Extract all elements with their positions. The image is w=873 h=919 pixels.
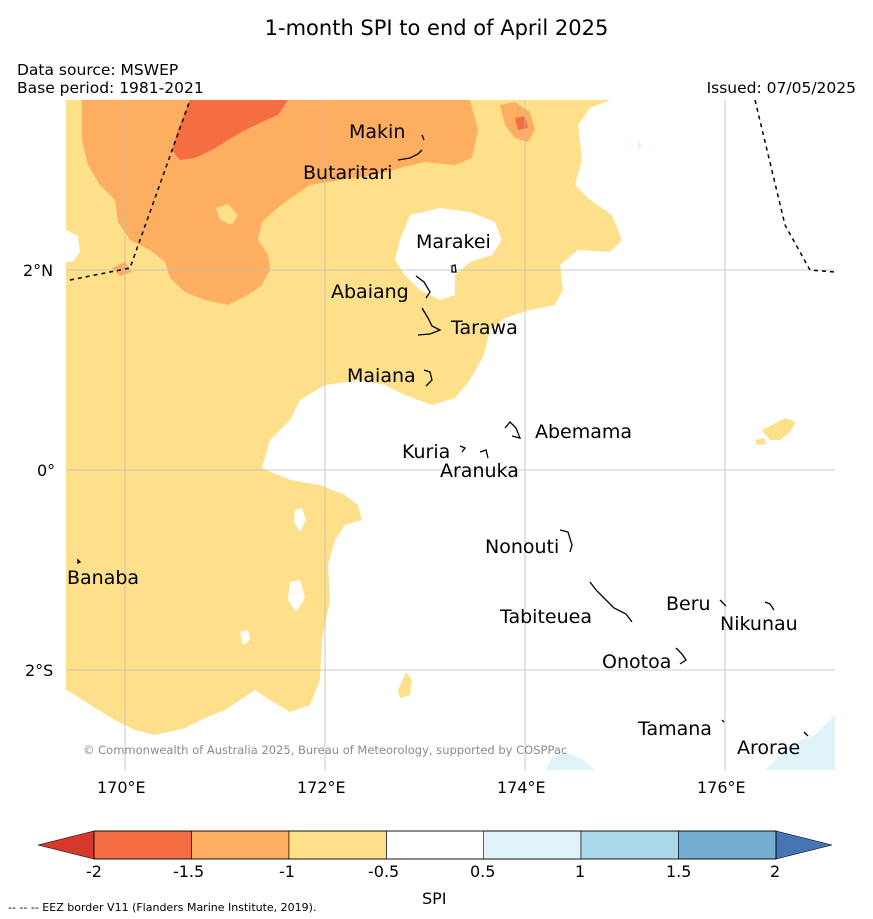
colorbar-segment (678, 830, 777, 860)
spi-region-moderately-wet (545, 752, 595, 770)
onotoa-island (675, 647, 687, 665)
lat-label-2n: 2°N (23, 261, 54, 280)
place-label-nikunau: Nikunau (720, 613, 798, 635)
place-label-kuria: Kuria (402, 441, 451, 463)
colorbar-segment (93, 830, 192, 860)
colorbar-tick: 0.5 (470, 862, 496, 881)
place-label-arorae: Arorae (737, 737, 801, 759)
colorbar-label: SPI (422, 889, 447, 908)
tarawa-island (417, 307, 442, 336)
butaritari-island (397, 149, 423, 161)
colorbar-tick: 1.5 (666, 862, 692, 881)
spi-region-moderately-dry (398, 672, 412, 698)
place-label-abaiang: Abaiang (331, 281, 409, 303)
maiana-island (423, 369, 433, 387)
colorbar-tick: 2 (770, 862, 781, 881)
spi-region-moderately-dry (762, 418, 796, 440)
copyright-text: © Commonwealth of Australia 2025, Bureau… (83, 743, 568, 757)
abemama-island (504, 421, 522, 439)
lon-label-174e: 174°E (497, 778, 546, 797)
spi-region-severely-dry (112, 262, 132, 276)
lon-label-172e: 172°E (297, 778, 346, 797)
colorbar-segment (191, 830, 290, 860)
data-source-text: Data source: MSWEP (17, 61, 179, 79)
place-label-butaritari: Butaritari (303, 162, 393, 184)
place-label-tabiteuea: Tabiteuea (500, 606, 592, 628)
spi-region-extremely-dry (172, 100, 288, 160)
banaba-island (77, 558, 82, 565)
eez-border (69, 100, 835, 281)
place-label-marakei: Marakei (416, 231, 491, 253)
makin-island (421, 134, 425, 141)
beru-island (719, 599, 727, 607)
colorbar-tick: 1 (575, 862, 586, 881)
place-label-nonouti: Nonouti (485, 536, 560, 558)
aranuka-island (479, 449, 489, 459)
place-label-abemama: Abemama (535, 421, 633, 443)
lon-label-170e: 170°E (97, 778, 146, 797)
place-label-makin: Makin (349, 121, 406, 143)
nonouti-island (559, 529, 573, 553)
colorbar-extend-high (775, 830, 833, 860)
colorbar-segment (580, 830, 679, 860)
place-label-maiana: Maiana (347, 365, 416, 387)
colorbar-segment (288, 830, 387, 860)
lat-label-2s: 2°S (25, 661, 54, 680)
tabiteuea-island (589, 581, 633, 623)
colorbar-segment (483, 830, 582, 860)
abaiang-island (415, 275, 431, 299)
issued-date-text: Issued: 07/05/2025 (706, 79, 856, 97)
colorbar-tick: -1 (279, 862, 295, 881)
kuria-island (459, 445, 467, 453)
arorae-island (803, 731, 809, 737)
map-title: 1-month SPI to end of April 2025 (264, 16, 609, 40)
lat-label-0: 0° (37, 461, 56, 480)
place-label-beru: Beru (666, 593, 711, 615)
place-label-aranuka: Aranuka (440, 460, 519, 482)
base-period-text: Base period: 1981-2021 (17, 79, 204, 97)
colorbar-tick: -1.5 (173, 862, 205, 881)
marakei-island (451, 264, 457, 273)
place-label-tarawa: Tarawa (451, 317, 518, 339)
colorbar-extend-low (37, 830, 95, 860)
place-label-banaba: Banaba (67, 567, 140, 589)
place-label-tamana: Tamana (638, 718, 712, 740)
colorbar-tick: -0.5 (368, 862, 400, 881)
colorbar-tick: -2 (86, 862, 102, 881)
lon-label-176e: 176°E (697, 778, 746, 797)
island-outlines (77, 134, 809, 737)
eez-footnote: -- -- -- EEZ border V11 (Flanders Marine… (8, 901, 317, 914)
spi-region-moderately-dry (755, 438, 766, 445)
tamana-island (721, 719, 725, 723)
graticule (66, 100, 835, 770)
place-label-onotoa: Onotoa (602, 651, 672, 673)
spi-region-moderately-wet (765, 715, 835, 770)
nikunau-island (764, 601, 775, 611)
